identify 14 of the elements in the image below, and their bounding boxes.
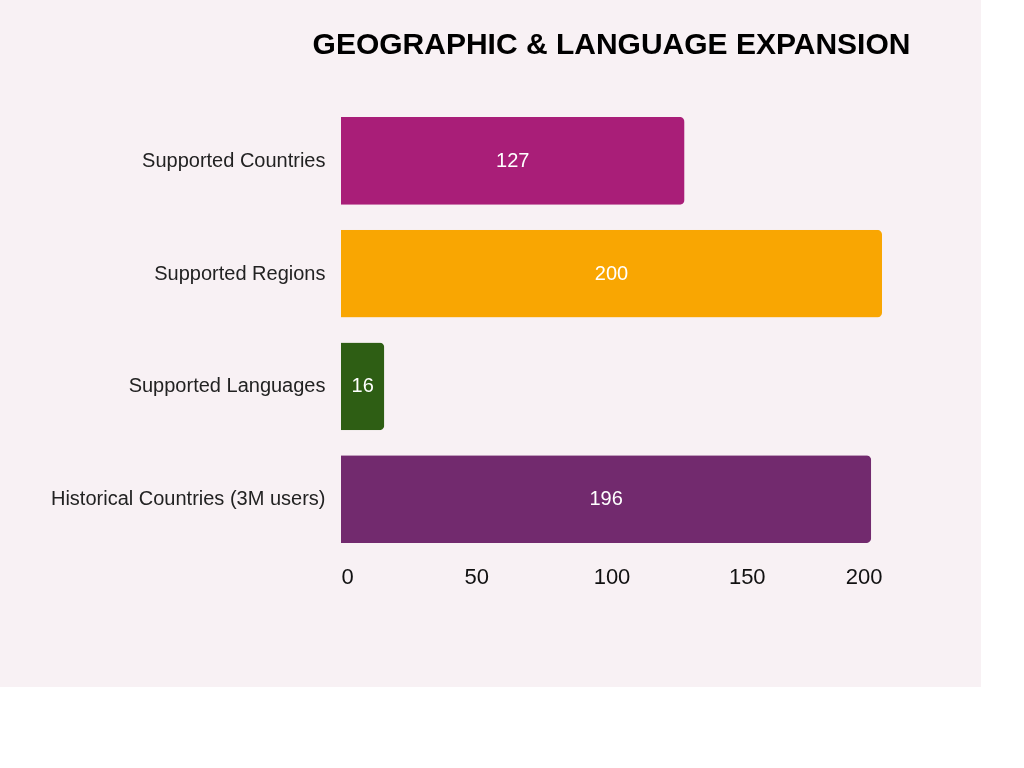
data-label: 200 — [594, 261, 629, 284]
x-tick-label: 0 — [341, 563, 354, 589]
y-tick-label: Supported Countries — [142, 148, 326, 171]
y-tick-label: Supported Languages — [128, 374, 326, 397]
data-label: 127 — [496, 148, 530, 171]
x-tick-label: 150 — [728, 563, 766, 589]
data-label: 196 — [589, 487, 623, 510]
x-tick-label: 200 — [845, 563, 883, 589]
y-tick-label: Supported Regions — [154, 261, 326, 284]
y-tick-label: Historical Countries (3M users) — [50, 487, 326, 510]
x-tick-label: 50 — [464, 563, 489, 589]
chart-title: GEOGRAPHIC & LANGUAGE EXPANSION — [312, 27, 911, 60]
x-tick-label: 100 — [593, 563, 631, 589]
data-label: 16 — [351, 374, 374, 397]
